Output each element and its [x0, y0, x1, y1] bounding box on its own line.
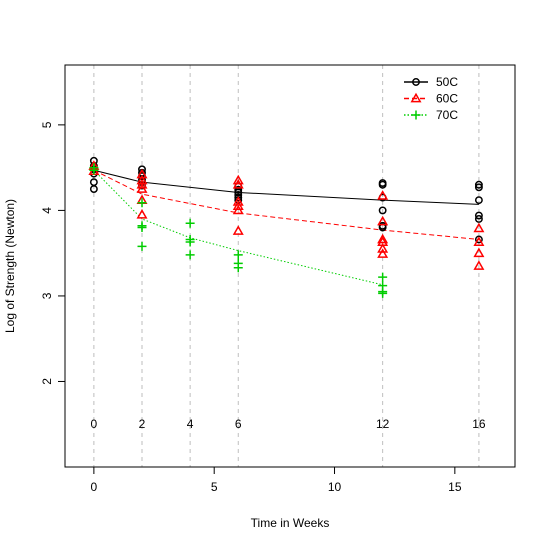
point-70C-8 [185, 237, 195, 247]
y-tick-label-3: 3 [40, 292, 54, 299]
point-50C-19 [378, 180, 387, 189]
x-tick-label-10: 10 [328, 480, 342, 494]
point-60C-19 [377, 248, 389, 258]
point-60C-22 [473, 247, 485, 258]
legend-label-60C: 60C [436, 92, 458, 106]
time-label-0: 0 [91, 417, 98, 431]
point-70C-12 [233, 263, 243, 273]
point-50C-21 [378, 206, 387, 215]
point-50C-26 [474, 196, 483, 205]
point-70C-2 [137, 198, 147, 208]
point-70C-10 [233, 250, 243, 260]
point-60C-23 [473, 260, 485, 270]
point-50C-24 [474, 180, 483, 189]
x-axis: 0 5 10 15 [91, 466, 462, 494]
point-60C-14 [377, 190, 389, 200]
point-60C-4 [136, 179, 148, 189]
point-50C-28 [474, 215, 483, 223]
point-70C-4 [137, 223, 147, 233]
point-60C-16 [377, 233, 389, 244]
point-50C-29 [474, 235, 483, 244]
legend-label-70C: 70C [436, 108, 458, 122]
point-60C-7 [136, 208, 148, 219]
time-label-12: 12 [376, 417, 390, 431]
point-50C-14 [234, 188, 243, 197]
time-label-16: 16 [472, 417, 486, 431]
point-50C-25 [474, 183, 483, 192]
x-tick-label-15: 15 [448, 480, 462, 494]
y-axis-label: Log of Strength (Newton) [3, 199, 17, 333]
point-60C-9 [232, 179, 244, 189]
x-axis-label: Time in Weeks [251, 516, 330, 530]
observation-time-labels: 0 2 4 6 12 16 [91, 417, 486, 431]
point-60C-11 [232, 200, 244, 211]
time-label-6: 6 [235, 417, 242, 431]
point-60C-15 [377, 215, 389, 226]
point-60C-21 [473, 236, 485, 246]
y-tick-label-4: 4 [40, 207, 54, 214]
y-tick-label-5: 5 [40, 121, 54, 128]
point-70C-6 [185, 218, 195, 228]
legend-marker-60C [410, 92, 422, 103]
point-60C-13 [232, 225, 244, 235]
point-70C-1 [89, 165, 99, 175]
point-70C-9 [185, 250, 195, 260]
point-60C-18 [377, 243, 389, 253]
time-label-4: 4 [187, 417, 194, 431]
time-label-2: 2 [139, 417, 146, 431]
point-60C-8 [232, 174, 244, 185]
legend-marker-50C [412, 78, 420, 86]
point-60C-20 [473, 222, 485, 233]
point-70C-13 [378, 272, 388, 282]
data-points [88, 156, 485, 298]
legend-label-50C: 50C [436, 75, 458, 89]
y-axis: 2 3 4 5 [40, 121, 66, 385]
point-70C-5 [137, 241, 147, 251]
legend-marker-70C [411, 110, 421, 120]
point-50C-27 [474, 211, 483, 220]
fit-line-60C [93, 169, 479, 240]
point-60C-5 [136, 183, 148, 193]
point-70C-16 [378, 288, 388, 298]
point-60C-12 [232, 204, 244, 215]
x-tick-label-0: 0 [91, 480, 98, 494]
point-50C-5 [89, 185, 98, 193]
legend: 50C 60C 70C [404, 75, 458, 122]
x-tick-label-5: 5 [211, 480, 218, 494]
y-tick-label-2: 2 [40, 378, 54, 385]
point-50C-13 [234, 185, 243, 194]
